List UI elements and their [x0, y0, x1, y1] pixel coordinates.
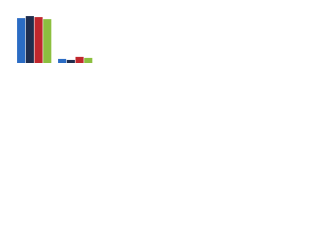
bar	[58, 58, 67, 63]
page: {"chart_data": {"type": "bar", "categori…	[0, 0, 100, 71]
bar	[34, 17, 43, 64]
bar	[75, 56, 84, 63]
bar	[25, 16, 34, 63]
bar	[43, 19, 52, 63]
chart	[17, 16, 93, 64]
bar	[84, 57, 93, 63]
bar	[17, 18, 26, 63]
bar	[66, 59, 75, 63]
